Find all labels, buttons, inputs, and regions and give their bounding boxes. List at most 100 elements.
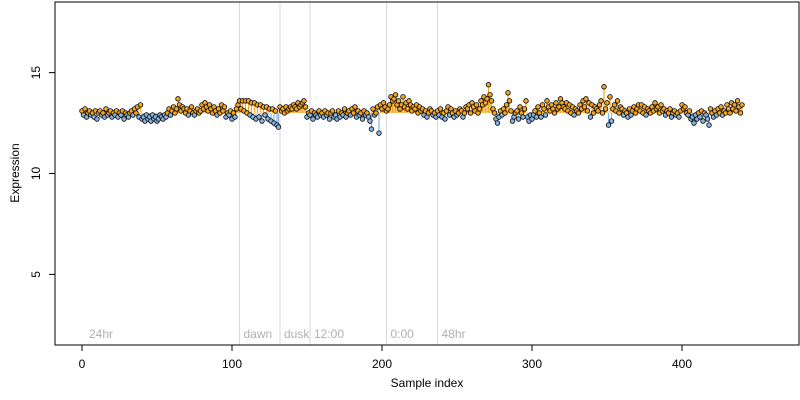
data-point-198: [376, 130, 382, 136]
data-point-165: [326, 116, 333, 122]
data-point-376: [643, 112, 649, 118]
data-point-149: [302, 104, 309, 110]
data-point-344: [595, 108, 601, 114]
data-point-239: [437, 106, 444, 112]
data-point-440: [739, 102, 745, 108]
plot-frame: [54, 1, 800, 346]
data-point-211: [395, 98, 402, 104]
data-point-28: [121, 116, 127, 122]
data-point-335: [581, 104, 588, 110]
x-tick-label-1: 100: [222, 357, 242, 371]
data-point-355: [611, 102, 618, 108]
data-point-291: [515, 116, 522, 122]
y-tick-label-1: 10: [29, 167, 43, 181]
data-point-426: [718, 104, 724, 110]
data-point-182: [352, 104, 358, 110]
data-point-436: [733, 108, 739, 114]
data-point-187: [359, 116, 366, 122]
data-point-292: [517, 104, 523, 110]
data-point-308: [541, 106, 547, 112]
data-point-73: [188, 104, 195, 110]
data-point-316: [553, 100, 559, 106]
data-point-154: [310, 116, 316, 122]
data-point-296: [523, 98, 529, 104]
data-point-432: [727, 110, 733, 116]
data-point-351: [605, 122, 612, 128]
data-point-283: [503, 102, 510, 108]
data-point-310: [544, 98, 550, 104]
vertical-marker-lines: [239, 2, 438, 345]
y-tick-label-0: 5: [29, 271, 43, 278]
data-point-346: [598, 98, 604, 104]
data-point-339: [587, 114, 594, 120]
data-point-122: [262, 112, 268, 118]
data-point-331: [575, 110, 582, 116]
marker-label-5: 48hr: [442, 327, 466, 341]
y-tick-label-2: 15: [29, 66, 43, 80]
data-point-408: [691, 120, 697, 126]
data-point-347: [599, 110, 606, 116]
data-point-242: [442, 116, 448, 122]
data-point-302: [532, 108, 538, 114]
marker-label-2: dusk: [284, 327, 310, 341]
data-point-290: [514, 108, 520, 114]
x-axis: 0 100 200 300 400: [79, 345, 692, 371]
data-point-353: [608, 118, 615, 124]
data-point-193: [368, 126, 375, 132]
data-point-437: [734, 98, 741, 104]
y-axis: 5 10 15: [29, 66, 55, 278]
x-tick-label-4: 400: [672, 357, 692, 371]
data-point-102: [232, 114, 238, 120]
data-point-398: [676, 114, 682, 120]
data-point-412: [697, 114, 703, 120]
data-point-36: [133, 110, 139, 116]
vertical-marker-labels: 24hr dawn dusk 12:00 0:00 48hr: [89, 327, 466, 341]
data-point-418: [706, 122, 712, 128]
data-point-214: [400, 94, 406, 100]
data-point-309: [542, 112, 549, 118]
marker-label-1: dawn: [244, 327, 273, 341]
data-point-285: [506, 98, 513, 104]
data-point-209: [392, 92, 399, 98]
marker-label-3: 12:00: [314, 327, 344, 341]
data-point-120: [259, 118, 265, 124]
x-tick-label-2: 200: [372, 357, 392, 371]
data-point-392: [667, 106, 673, 112]
data-point-181: [350, 110, 357, 116]
data-point-194: [370, 106, 376, 112]
marker-label-4: 0:00: [391, 327, 415, 341]
data-point-196: [373, 110, 379, 116]
data-point-275: [491, 110, 498, 116]
data-point-284: [505, 90, 511, 96]
data-point-192: [367, 118, 373, 124]
data-point-271: [485, 82, 492, 88]
data-point-429: [722, 110, 729, 116]
data-point-167: [329, 108, 336, 114]
data-point-405: [686, 108, 693, 114]
data-point-259: [467, 110, 474, 116]
x-tick-label-3: 300: [522, 357, 542, 371]
data-point-328: [571, 112, 577, 118]
data-point-2: [82, 106, 88, 112]
data-point-349: [602, 106, 609, 112]
data-point-63: [173, 106, 180, 112]
x-axis-label: Sample index: [391, 376, 464, 390]
data-point-255: [461, 110, 468, 116]
data-point-272: [487, 92, 493, 98]
data-point-175: [341, 106, 348, 112]
data-point-341: [590, 110, 597, 116]
data-point-282: [502, 110, 508, 116]
data-point-386: [658, 102, 664, 108]
data-point-205: [386, 102, 393, 108]
data-point-294: [520, 114, 526, 120]
data-point-358: [616, 110, 622, 116]
data-point-352: [607, 94, 613, 100]
data-point-306: [538, 114, 544, 120]
data-point-286: [508, 108, 514, 114]
x-tick-label-0: 0: [79, 357, 86, 371]
data-point-417: [704, 116, 711, 122]
data-points: [79, 82, 745, 136]
data-point-439: [737, 110, 744, 116]
data-point-348: [601, 84, 607, 90]
